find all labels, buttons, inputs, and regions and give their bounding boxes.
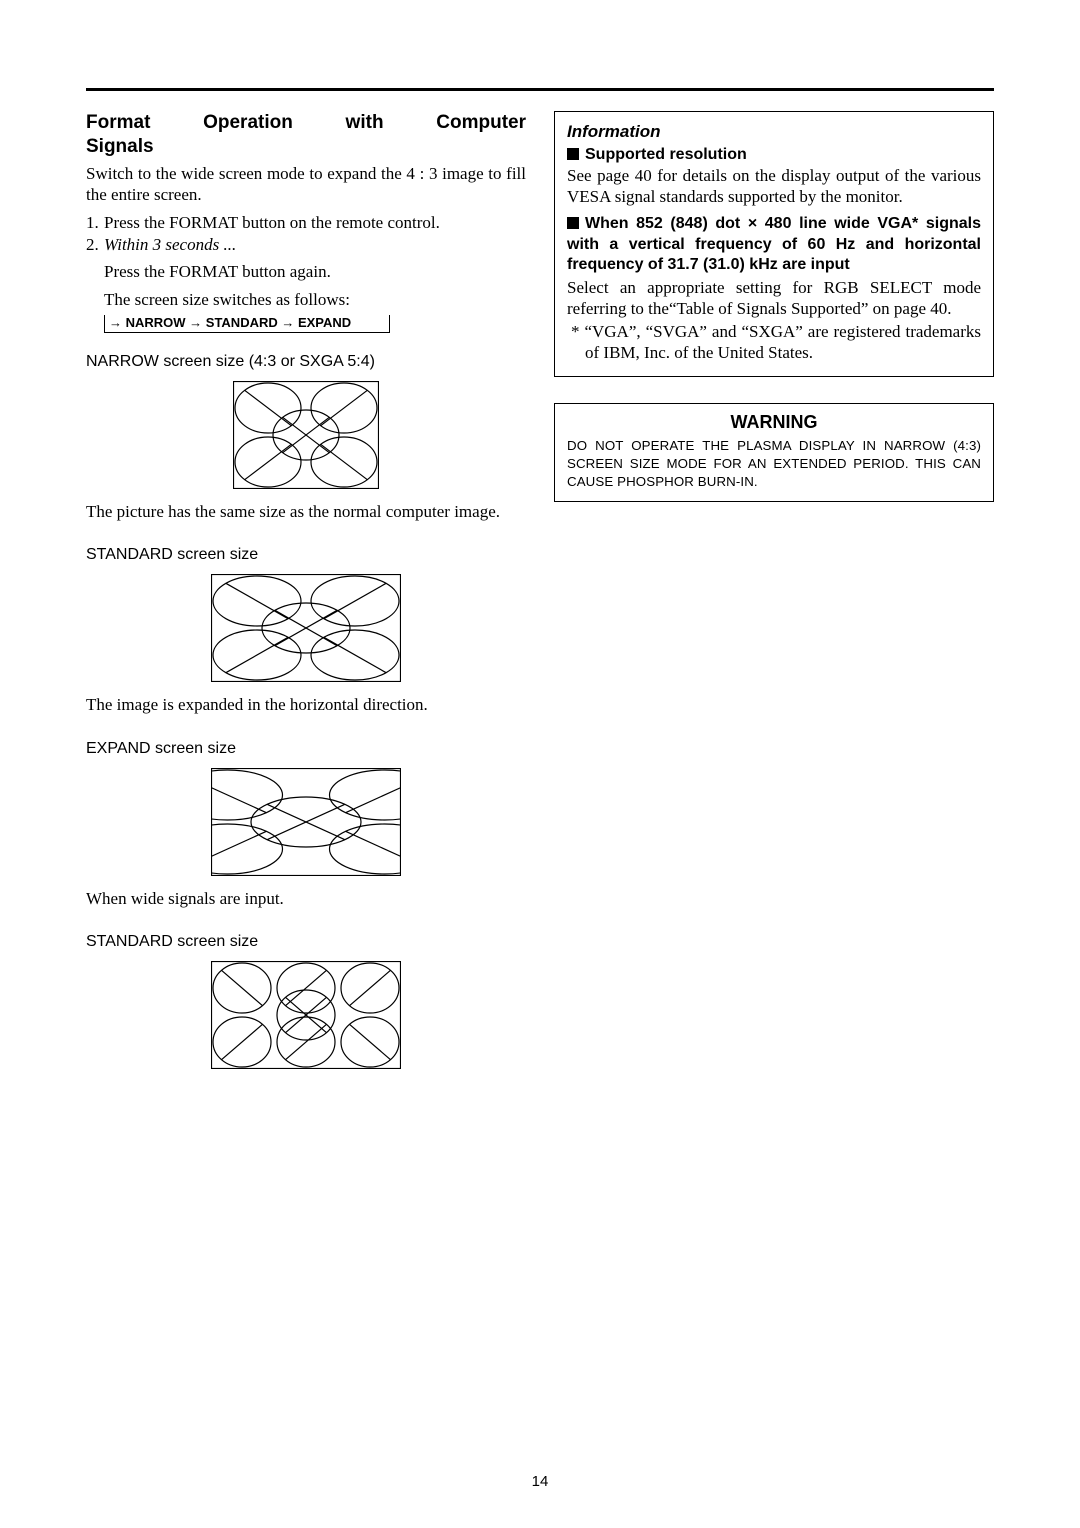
left-column: Format Operation with ComputerSignals Sw… (86, 111, 526, 1081)
switches-text: The screen size switches as follows: (86, 289, 526, 311)
step-1-text: Press the FORMAT button on the remote co… (104, 213, 440, 232)
when-body: Select an appropriate setting for RGB SE… (567, 278, 981, 320)
when-label-text: When 852 (848) dot × 480 line wide VGA* … (567, 215, 981, 274)
standard-desc: The image is expanded in the horizontal … (86, 694, 526, 715)
standard2-diagram (86, 961, 526, 1069)
divider-rule (86, 88, 994, 91)
cycle-text: → NARROW → STANDARD → EXPAND (109, 315, 351, 330)
step-2: 2.Within 3 seconds ... (86, 235, 526, 255)
square-bullet-icon (567, 217, 579, 229)
step-2-label: Within 3 seconds ... (104, 235, 236, 254)
section-title: Format Operation with ComputerSignals (86, 111, 526, 159)
expand-desc: When wide signals are input. (86, 888, 526, 909)
step-1: 1.Press the FORMAT button on the remote … (86, 213, 526, 233)
warning-title: WARNING (567, 412, 981, 433)
trademark-note: * “VGA”, “SVGA” and “SXGA” are registere… (567, 322, 981, 364)
expand-label: EXPAND screen size (86, 740, 526, 758)
press-again: Press the FORMAT button again. (86, 261, 526, 283)
supported-label-text: Supported resolution (585, 146, 747, 163)
page-number: 14 (0, 1473, 1080, 1490)
information-box: Information Supported resolution See pag… (554, 111, 994, 377)
warning-box: WARNING DO NOT OPERATE THE PLASMA DISPLA… (554, 403, 994, 502)
supported-body: See page 40 for details on the display o… (567, 166, 981, 208)
supported-heading: Supported resolution (567, 146, 981, 164)
expand-diagram (86, 768, 526, 876)
narrow-label: NARROW screen size (4:3 or SXGA 5:4) (86, 353, 526, 371)
standard-diagram (86, 574, 526, 682)
warning-body: DO NOT OPERATE THE PLASMA DISPLAY IN NAR… (567, 437, 981, 491)
standard2-label: STANDARD screen size (86, 933, 526, 951)
right-column: Information Supported resolution See pag… (554, 111, 994, 1081)
square-bullet-icon (567, 148, 579, 160)
when-heading: When 852 (848) dot × 480 line wide VGA* … (567, 214, 981, 276)
narrow-desc: The picture has the same size as the nor… (86, 501, 526, 522)
intro-text: Switch to the wide screen mode to expand… (86, 163, 526, 206)
info-title: Information (567, 122, 981, 142)
standard-label: STANDARD screen size (86, 546, 526, 564)
narrow-diagram (86, 381, 526, 489)
cycle-box: → NARROW → STANDARD → EXPAND (104, 315, 390, 333)
